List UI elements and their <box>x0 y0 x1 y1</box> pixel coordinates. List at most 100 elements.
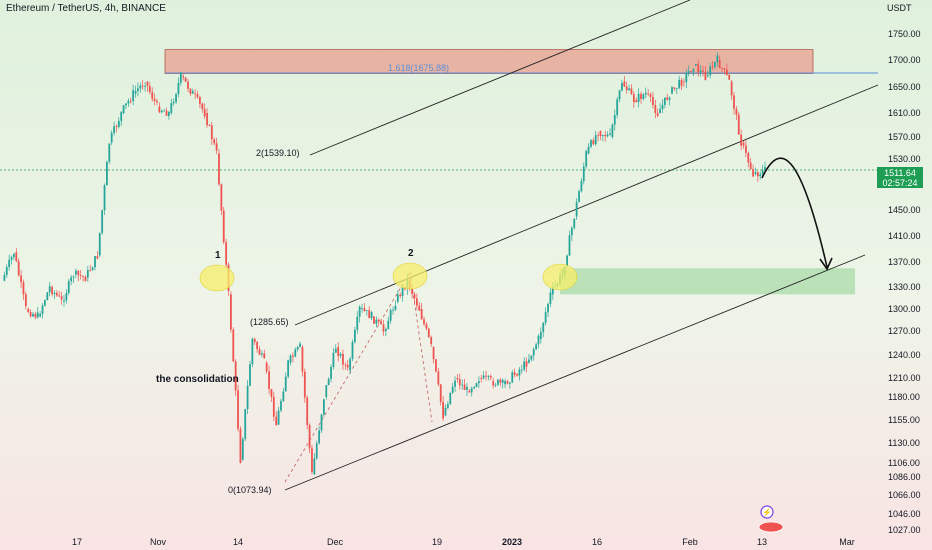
price-tick-label: 1130.00 <box>888 438 920 448</box>
candle-body <box>368 310 371 319</box>
price-tick-label: 1750.00 <box>888 29 921 39</box>
candle-body <box>289 355 292 363</box>
candle-body <box>36 312 39 318</box>
candle-body <box>759 174 762 177</box>
time-tick-label: Mar <box>839 537 855 547</box>
candle-body <box>480 378 483 379</box>
candle-body <box>79 275 82 277</box>
candle-body <box>363 308 366 312</box>
candle-body <box>549 292 552 304</box>
candle-body <box>194 93 197 95</box>
candle-body <box>392 309 394 311</box>
candle-body <box>528 359 530 363</box>
candle-body <box>163 110 166 112</box>
candle-body <box>582 166 585 182</box>
price-tick-label: 1370.00 <box>888 257 921 267</box>
candle-body <box>356 316 359 330</box>
candle-body <box>764 167 766 170</box>
time-tick-label: 19 <box>432 537 442 547</box>
candle-body <box>432 347 435 360</box>
candle-body <box>730 81 733 96</box>
candle-body <box>530 355 533 360</box>
candle-body <box>358 306 361 317</box>
candle-body <box>740 134 743 146</box>
candle-body <box>311 448 313 472</box>
current-price-badge: 1511.64 02:57:24 <box>877 167 923 188</box>
candle-body <box>427 328 430 338</box>
candle-body <box>542 322 545 332</box>
candle-body <box>461 384 464 386</box>
price-tick-label: 1240.00 <box>888 350 921 360</box>
price-tick-label: 1570.00 <box>888 132 921 142</box>
support-zone <box>560 268 855 295</box>
price-tick-label: 1066.00 <box>888 490 921 500</box>
candle-body <box>473 386 476 389</box>
candle-body <box>723 68 726 70</box>
candle-body <box>65 293 68 301</box>
candle-body <box>535 344 537 350</box>
candle-body <box>103 185 106 211</box>
candle-body <box>735 108 738 115</box>
candle-body <box>516 374 518 376</box>
candle-body <box>218 153 220 185</box>
candle-body <box>470 388 473 393</box>
candle-body <box>241 439 244 460</box>
candle-body <box>384 329 387 331</box>
candle-body <box>714 62 716 67</box>
price-tick-label: 1027.00 <box>888 525 921 535</box>
candle-body <box>485 375 487 377</box>
candle-body <box>446 404 449 408</box>
candle-body <box>353 329 356 343</box>
chart-title: Ethereum / TetherUS, 4h, BINANCE <box>6 3 166 14</box>
candle-body <box>370 311 373 319</box>
candle-body <box>146 81 149 87</box>
candle-body <box>573 218 576 228</box>
candle-body <box>752 169 754 177</box>
marker-2-label: 2 <box>408 248 414 259</box>
candle-body <box>592 140 595 145</box>
projection-arrowhead <box>819 257 833 271</box>
candle-body <box>303 371 306 398</box>
candle-body <box>201 103 204 110</box>
candle-body <box>606 134 609 137</box>
middle-channel-line <box>294 84 879 326</box>
candle-body <box>125 103 127 106</box>
candle-body <box>513 372 516 375</box>
candle-body <box>94 256 96 268</box>
price-tick-label: 1450.00 <box>888 205 921 215</box>
candle-body <box>525 361 528 367</box>
candle-body <box>10 257 13 260</box>
candle-body <box>685 72 688 83</box>
candle-body <box>349 358 352 371</box>
candle-body <box>91 267 94 271</box>
candle-body <box>387 320 390 330</box>
time-tick-label: 17 <box>72 537 82 547</box>
candle-body <box>628 88 630 91</box>
candle-body <box>611 124 614 137</box>
candle-body <box>609 133 611 135</box>
candle-body <box>27 309 30 313</box>
candle-body <box>518 369 521 376</box>
candle-body <box>699 70 702 73</box>
candle-body <box>280 401 282 411</box>
candle-body <box>230 294 232 330</box>
candle-body <box>206 113 208 126</box>
candle-body <box>134 91 137 94</box>
candle-body <box>117 120 120 127</box>
candle-body <box>430 337 433 345</box>
candle-body <box>208 125 211 126</box>
candle-body <box>597 135 599 137</box>
candle-body <box>3 274 6 281</box>
price-tick-label: 1300.00 <box>888 304 921 314</box>
candle-body <box>115 126 118 128</box>
candle-body <box>694 64 697 66</box>
candle-body <box>742 142 745 146</box>
candle-body <box>377 319 380 322</box>
candle-body <box>673 87 676 89</box>
candle-body <box>258 349 261 355</box>
candle-body <box>725 69 728 75</box>
candle-body <box>706 75 709 77</box>
candle-body <box>599 131 602 136</box>
candle-body <box>127 100 130 104</box>
